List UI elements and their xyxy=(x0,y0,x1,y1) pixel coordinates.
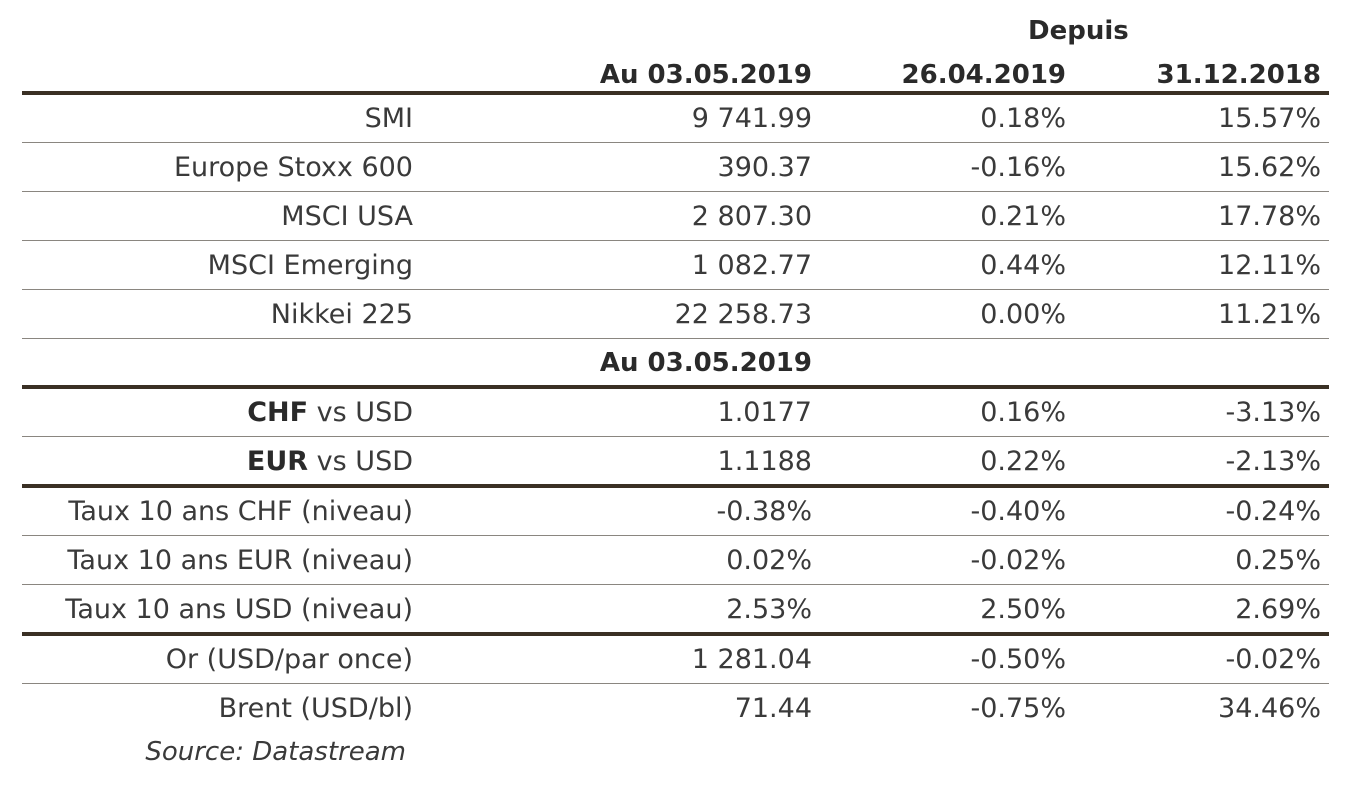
row-divider xyxy=(22,584,1329,585)
row-label: CHF vs USD xyxy=(247,388,413,437)
row-label: Taux 10 ans CHF (niveau) xyxy=(68,496,413,527)
table-row: Nikkei 225 22 258.73 0.00% 11.21% xyxy=(0,290,1351,339)
value-col3: -3.13% xyxy=(1225,397,1321,428)
value-col1: -0.38% xyxy=(716,496,812,527)
table-row: SMI 9 741.99 0.18% 15.57% xyxy=(0,94,1351,143)
row-divider xyxy=(22,338,1329,339)
value-col1: 71.44 xyxy=(734,693,812,724)
value-col3: 15.57% xyxy=(1218,103,1321,134)
depuis-header: Depuis xyxy=(1028,16,1129,46)
value-col2: -0.02% xyxy=(970,545,1066,576)
row-divider xyxy=(22,683,1329,684)
value-col3: -0.02% xyxy=(1225,644,1321,675)
row-divider xyxy=(22,535,1329,536)
value-col1: 1 082.77 xyxy=(691,250,812,281)
value-col1: 2.53% xyxy=(726,594,812,625)
row-label: EUR vs USD xyxy=(247,437,413,486)
row-label: Taux 10 ans EUR (niveau) xyxy=(67,545,413,576)
value-col1: 1.0177 xyxy=(717,397,812,428)
value-col2: -0.75% xyxy=(970,693,1066,724)
row-label: MSCI Emerging xyxy=(207,250,413,281)
value-col3: 15.62% xyxy=(1218,152,1321,183)
value-col2: 0.16% xyxy=(980,397,1066,428)
row-divider xyxy=(22,436,1329,437)
subheader-row: Au 03.05.2019 xyxy=(0,339,1351,388)
value-col1: 0.02% xyxy=(726,545,812,576)
value-col2: -0.16% xyxy=(970,152,1066,183)
table-row: EUR vs USD 1.1188 0.22% -2.13% xyxy=(0,437,1351,486)
value-col1: 1 281.04 xyxy=(691,644,812,675)
table-row: Europe Stoxx 600 390.37 -0.16% 15.62% xyxy=(0,143,1351,192)
value-col3: 17.78% xyxy=(1218,201,1321,232)
value-col1: 2 807.30 xyxy=(691,201,812,232)
value-col2: 0.18% xyxy=(980,103,1066,134)
table-row: MSCI Emerging 1 082.77 0.44% 12.11% xyxy=(0,241,1351,290)
value-col2: -0.50% xyxy=(970,644,1066,675)
value-col3: 2.69% xyxy=(1235,594,1321,625)
value-col2: 0.21% xyxy=(980,201,1066,232)
row-label: Taux 10 ans USD (niveau) xyxy=(65,594,413,625)
row-label: Nikkei 225 xyxy=(270,299,413,330)
header-rule xyxy=(22,91,1329,95)
section-rule xyxy=(22,632,1329,636)
table-row: Taux 10 ans USD (niveau) 2.53% 2.50% 2.6… xyxy=(0,585,1351,634)
section-rule xyxy=(22,484,1329,488)
row-label: Europe Stoxx 600 xyxy=(173,152,413,183)
currency-code: CHF xyxy=(247,397,309,428)
col2-header: 26.04.2019 xyxy=(901,60,1066,90)
value-col3: 34.46% xyxy=(1218,693,1321,724)
row-label: Or (USD/par once) xyxy=(165,644,413,675)
value-col1: 22 258.73 xyxy=(674,299,812,330)
value-col2: -0.40% xyxy=(970,496,1066,527)
table-row: Taux 10 ans CHF (niveau) -0.38% -0.40% -… xyxy=(0,487,1351,536)
row-label: Brent (USD/bl) xyxy=(218,693,413,724)
subheader-date: Au 03.05.2019 xyxy=(599,348,812,378)
value-col2: 2.50% xyxy=(980,594,1066,625)
row-label: MSCI USA xyxy=(281,201,413,232)
value-col1: 390.37 xyxy=(717,152,812,183)
col1-header: Au 03.05.2019 xyxy=(599,60,812,90)
row-divider xyxy=(22,142,1329,143)
row-divider xyxy=(22,289,1329,290)
value-col3: 12.11% xyxy=(1218,250,1321,281)
value-col3: 0.25% xyxy=(1235,545,1321,576)
value-col2: 0.22% xyxy=(980,446,1066,477)
value-col3: -2.13% xyxy=(1225,446,1321,477)
currency-suffix: vs USD xyxy=(308,397,413,428)
row-divider xyxy=(22,240,1329,241)
col3-header: 31.12.2018 xyxy=(1156,60,1321,90)
table-row: Brent (USD/bl) 71.44 -0.75% 34.46% xyxy=(0,684,1351,733)
source-note: Source: Datastream xyxy=(145,737,406,767)
table-row: CHF vs USD 1.0177 0.16% -3.13% xyxy=(0,388,1351,437)
currency-code: EUR xyxy=(246,446,309,477)
value-col3: -0.24% xyxy=(1225,496,1321,527)
row-divider xyxy=(22,191,1329,192)
value-col2: 0.44% xyxy=(980,250,1066,281)
table-row: Taux 10 ans EUR (niveau) 0.02% -0.02% 0.… xyxy=(0,536,1351,585)
value-col2: 0.00% xyxy=(980,299,1066,330)
subheader-rule xyxy=(22,385,1329,389)
value-col1: 9 741.99 xyxy=(691,103,812,134)
table-row: MSCI USA 2 807.30 0.21% 17.78% xyxy=(0,192,1351,241)
value-col1: 1.1188 xyxy=(717,446,812,477)
row-label: SMI xyxy=(364,103,413,134)
currency-suffix: vs USD xyxy=(308,446,413,477)
table-row: Or (USD/par once) 1 281.04 -0.50% -0.02% xyxy=(0,635,1351,684)
value-col3: 11.21% xyxy=(1218,299,1321,330)
